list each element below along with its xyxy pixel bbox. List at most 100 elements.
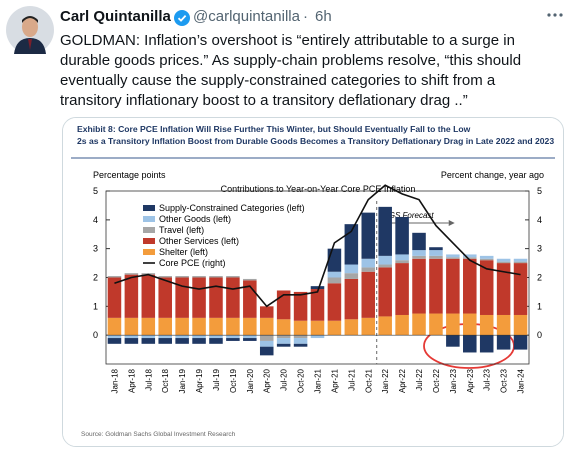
y-tick-label: 0: [93, 330, 98, 340]
bar-segment: [226, 317, 240, 336]
bar-segment: [479, 314, 494, 336]
bar-segment: [395, 254, 409, 261]
bar-segment: [429, 247, 443, 251]
bar-segment: [175, 277, 189, 318]
x-tick-label: Apr-23: [466, 368, 475, 393]
bar-segment: [513, 263, 528, 315]
bar-segment: [243, 338, 257, 341]
legend-label: Core PCE (right): [159, 258, 226, 268]
x-tick-label: Oct-20: [297, 368, 306, 393]
line-series: [114, 184, 521, 308]
bar-segment: [496, 261, 511, 264]
bar-segment: [293, 338, 308, 344]
author-name[interactable]: Carl Quintanilla: [60, 8, 171, 25]
bar-segment: [429, 313, 443, 336]
bar-segment: [226, 335, 240, 339]
x-tick-label: Jan-20: [246, 368, 255, 393]
bar-segment: [107, 317, 122, 336]
x-tick-label: Jan-18: [110, 368, 119, 393]
bar-segment: [496, 263, 511, 315]
bar-segment: [124, 317, 139, 336]
bar-segment: [412, 250, 426, 256]
forecast-label: GS Forecast: [389, 211, 435, 220]
bar-segment: [175, 338, 189, 344]
bar-segment: [412, 255, 426, 259]
bar-segment: [412, 232, 426, 251]
x-tick-label: Apr-19: [195, 368, 204, 393]
bar-segment: [141, 274, 156, 318]
x-tick-label: Jan-23: [449, 368, 458, 393]
x-tick-label: Jul-22: [415, 368, 424, 390]
bar-segment: [276, 335, 291, 339]
more-menu[interactable]: [545, 10, 565, 20]
bar-segment: [259, 346, 274, 356]
bar-segment: [378, 255, 392, 265]
bar-segment: [344, 319, 359, 336]
tweet-text: GOLDMAN: Inflation’s overshoot is “entir…: [60, 32, 522, 109]
author-handle[interactable]: @carlquintanilla: [193, 8, 300, 25]
bar-segment: [446, 335, 460, 347]
x-tick-label: Jan-22: [381, 368, 390, 393]
bar-segment: [378, 316, 392, 336]
bar-segment: [310, 320, 325, 336]
bar-segment: [344, 264, 359, 274]
bar-segment: [141, 317, 156, 336]
legend-swatch: [143, 205, 155, 211]
x-tick-label: Oct-18: [161, 368, 170, 393]
y2-tick-label: 0: [537, 330, 542, 340]
bar-segment: [446, 313, 460, 336]
chart-subtitle: Contributions to Year-on-Year Core PCE I…: [221, 184, 416, 194]
bar-segment: [463, 313, 477, 336]
bar-segment: [378, 264, 392, 268]
bar-segment: [361, 271, 376, 318]
bar-segment: [158, 317, 172, 336]
bar-segment: [463, 257, 477, 259]
bar-segment: [175, 317, 189, 336]
bar-segment: [327, 277, 342, 284]
bar-segment: [513, 314, 528, 336]
bar-segment: [513, 335, 528, 350]
timestamp[interactable]: 6h: [315, 8, 332, 25]
bar-segment: [107, 277, 122, 318]
source: Source: Goldman Sachs Global Investment …: [81, 431, 236, 438]
bar-segment: [327, 320, 342, 336]
y2-axis-label: Percent change, year ago: [441, 170, 544, 180]
bar-segment: [513, 261, 528, 264]
bar-segment: [496, 335, 511, 350]
bar-segment: [395, 263, 409, 315]
avatar[interactable]: [6, 6, 54, 54]
separator: ·: [303, 8, 308, 25]
bar-segment: [327, 248, 342, 272]
bar-segment: [259, 317, 274, 336]
bar-segment: [158, 277, 172, 318]
bar-segment: [446, 254, 460, 258]
bar-segment: [124, 335, 139, 339]
bar-segment: [429, 250, 443, 256]
y-tick-label: 4: [93, 215, 98, 225]
bar-segment: [429, 258, 443, 314]
verified-badge: [174, 10, 190, 26]
bar-segment: [209, 335, 223, 339]
chart-image[interactable]: Exhibit 8: Core PCE Inflation Will Rise …: [62, 117, 564, 447]
x-tick-label: Jul-21: [347, 368, 356, 390]
bar-segment: [429, 255, 443, 259]
bar-segment: [209, 317, 223, 336]
bar-segment: [259, 340, 274, 347]
bar-segment: [175, 276, 189, 278]
bar-segment: [361, 258, 376, 268]
bar-segment: [259, 335, 274, 341]
bar-segment: [276, 338, 291, 344]
bar-segment: [293, 343, 308, 347]
bar-segment: [412, 313, 426, 336]
bar-segment: [463, 335, 477, 353]
bar-segment: [124, 338, 139, 344]
legend-swatch: [143, 238, 155, 244]
bar-segment: [276, 319, 291, 336]
bar-segment: [479, 335, 494, 353]
y2-tick-label: 5: [537, 186, 542, 196]
bar-segment: [259, 306, 274, 318]
legend-swatch: [143, 216, 155, 222]
bar-segment: [192, 338, 206, 344]
bar-segment: [412, 258, 426, 314]
bar-segment: [276, 343, 291, 347]
